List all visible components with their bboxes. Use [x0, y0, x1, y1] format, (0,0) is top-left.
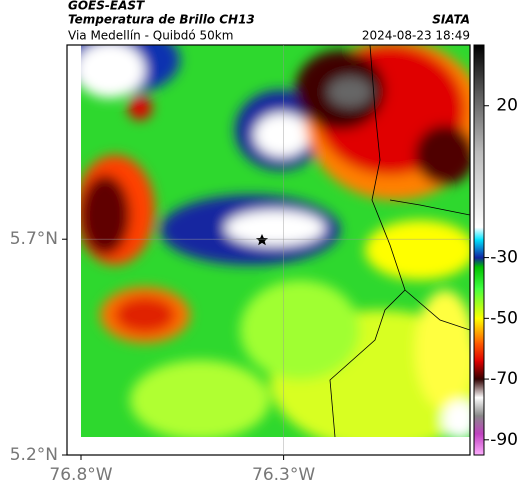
title: GOES-EAST — [68, 0, 145, 13]
location-star — [256, 234, 268, 246]
colorbar: 20 -30 -50 -70 -90 — [473, 44, 518, 456]
source: SIATA — [432, 13, 470, 27]
colorbar-segment — [474, 433, 484, 456]
colorbar-segment — [474, 151, 484, 228]
colorbar-segment — [474, 379, 484, 398]
colorbar-segment — [474, 45, 484, 92]
satellite-image — [81, 45, 470, 437]
colorbar-segment — [474, 287, 484, 319]
y-tick-label: 5.7°N — [10, 229, 58, 249]
colorbar-tick-label: -50 — [490, 308, 518, 328]
colorbar-segment — [474, 397, 484, 417]
colorbar-segment — [474, 415, 484, 435]
colorbar-tick-label: 20 — [496, 96, 518, 116]
colorbar-segment — [474, 266, 484, 289]
colorbar-segment — [474, 342, 484, 362]
colorbar-segment — [474, 227, 484, 240]
y-tick-label: 5.2°N — [10, 445, 58, 465]
route: Via Medellín - Quibdó 50km — [68, 29, 233, 43]
colorbar-segment — [474, 239, 484, 259]
colorbar-frame — [473, 44, 485, 456]
x-tick-label: 76.3°W — [252, 465, 315, 485]
colorbar-segment — [474, 257, 484, 268]
colorbar-tick-label: -90 — [490, 430, 518, 450]
map-frame — [66, 44, 471, 456]
map-axes: 76.8°W 76.3°W 5.2°N 5.7°N — [10, 45, 470, 485]
colorbar-segment — [474, 360, 484, 380]
x-tick-label: 76.8°W — [49, 465, 112, 485]
colorbar-tick-label: -30 — [490, 248, 518, 268]
datetime: 2024-08-23 18:49 — [362, 29, 470, 43]
map-margin — [81, 437, 470, 455]
subtitle: Temperatura de Brillo CH13 — [68, 13, 255, 27]
colorbar-segment — [474, 90, 484, 152]
colorbar-tick-label: -70 — [490, 369, 518, 389]
colorbar-segment — [474, 318, 484, 344]
